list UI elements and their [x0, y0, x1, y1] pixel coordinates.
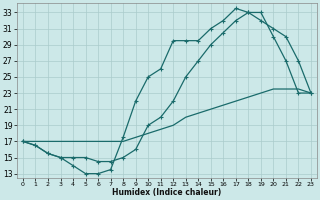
X-axis label: Humidex (Indice chaleur): Humidex (Indice chaleur) [112, 188, 221, 197]
